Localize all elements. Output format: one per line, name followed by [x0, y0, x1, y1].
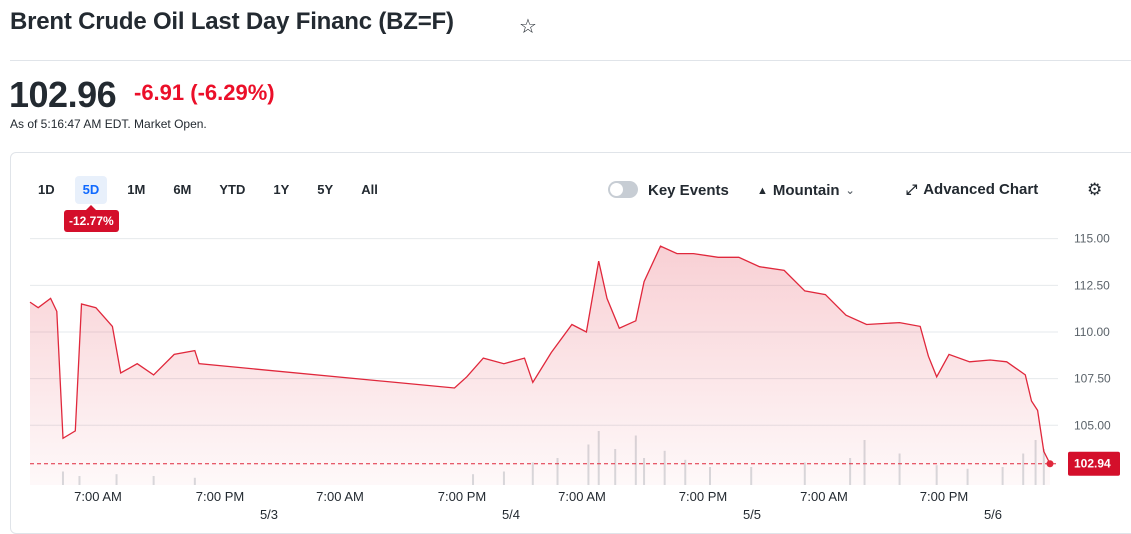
mountain-icon: ▲ [757, 184, 768, 197]
chart-type-label: Mountain [772, 182, 840, 199]
x-time-label: 7:00 AM [74, 489, 122, 504]
advanced-chart-button[interactable]: ⤢ Advanced Chart [906, 181, 1038, 198]
advanced-chart-label: Advanced Chart [923, 181, 1039, 198]
key-events-label: Key Events [648, 182, 729, 199]
expand-arrows-icon: ⤢ [906, 181, 918, 197]
range-tab-1m[interactable]: 1M [127, 182, 146, 197]
star-outline-icon[interactable]: ☆ [519, 16, 537, 38]
key-events-toggle[interactable] [608, 181, 638, 198]
range-tab-1d[interactable]: 1D [38, 182, 55, 197]
range-tab-5y[interactable]: 5Y [317, 182, 334, 197]
range-change-badge: -12.77% [64, 205, 119, 232]
x-time-label: 7:00 PM [438, 489, 486, 504]
last-price-box [1068, 451, 1120, 476]
x-time-label: 7:00 AM [558, 489, 606, 504]
chart-type-dropdown[interactable]: ▲ Mountain ⌄ [757, 182, 855, 199]
range-tab-6m[interactable]: 6M [173, 182, 192, 197]
y-tick-label: 115.00 [1074, 232, 1110, 246]
y-tick-label: 112.50 [1074, 278, 1110, 292]
gear-icon[interactable]: ⚙ [1087, 180, 1103, 199]
y-tick-label: 110.00 [1074, 325, 1110, 339]
range-tabs: 1D 5D 1M 6M YTD 1Y 5Y All [30, 176, 398, 204]
market-status: As of 5:16:47 AM EDT. Market Open. [10, 117, 207, 131]
price-line [29, 245, 1051, 464]
x-date-label: 5/6 [984, 507, 1002, 522]
x-time-label: 7:00 PM [196, 489, 244, 504]
range-tab-1y[interactable]: 1Y [273, 182, 290, 197]
header-divider [10, 60, 1131, 61]
chevron-down-icon: ⌄ [845, 185, 855, 197]
current-price: 102.96 [9, 74, 117, 115]
x-time-label: 7:00 AM [800, 489, 848, 504]
x-date-label: 5/3 [260, 507, 278, 522]
y-tick-label: 107.50 [1074, 372, 1111, 386]
last-price-label: 102.94 [1074, 457, 1111, 471]
range-tab-5d[interactable]: 5D [74, 176, 108, 204]
page-title: Brent Crude Oil Last Day Financ (BZ=F) [10, 8, 454, 35]
last-price-dot [1046, 460, 1054, 468]
x-date-label: 5/5 [743, 507, 761, 522]
y-tick-label: 105.00 [1074, 418, 1111, 432]
range-tab-ytd[interactable]: YTD [219, 182, 246, 197]
toggle-knob [610, 183, 623, 196]
x-date-label: 5/4 [502, 507, 520, 522]
x-time-label: 7:00 PM [679, 489, 727, 504]
price-area [30, 246, 1050, 485]
range-tab-all[interactable]: All [361, 182, 378, 197]
price-change: -6.91 (-6.29%) [134, 80, 275, 105]
x-time-label: 7:00 PM [920, 489, 968, 504]
x-time-label: 7:00 AM [316, 489, 364, 504]
